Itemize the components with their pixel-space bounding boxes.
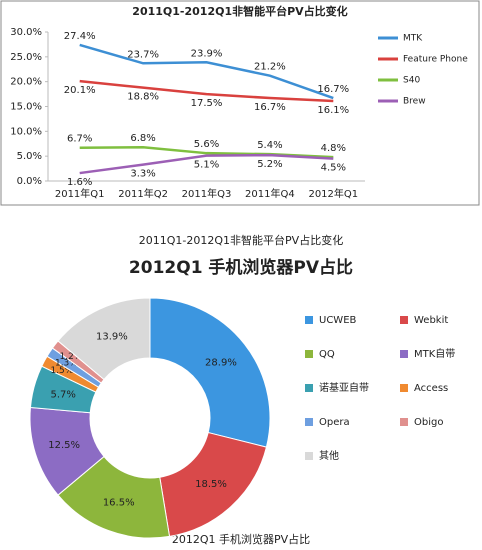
data-label: 3.3% [130, 169, 155, 180]
y-tick-label: 30.0% [10, 27, 42, 38]
legend-label: Opera [319, 417, 350, 428]
slice-label: 1.5% [50, 366, 73, 376]
legend-label: QQ [319, 349, 335, 360]
data-label: 4.5% [321, 163, 346, 174]
legend-swatch [400, 350, 408, 358]
slice-label: 12.5% [48, 440, 80, 451]
slice-label: 16.5% [103, 497, 135, 508]
data-label: 5.4% [257, 140, 282, 151]
x-tick-label: 2011年Q2 [118, 187, 168, 200]
data-label: 23.9% [191, 48, 223, 59]
legend-label: S40 [403, 76, 420, 86]
legend-label: Webkit [414, 315, 448, 326]
data-label: 4.8% [321, 143, 346, 154]
data-label: 6.7% [67, 134, 92, 145]
slice-label: 13.9% [96, 331, 128, 342]
series-line [79, 153, 334, 175]
legend-swatch [400, 418, 408, 426]
legend-swatch [305, 384, 313, 392]
slice-label: 28.9% [205, 358, 237, 369]
data-label: 5.2% [257, 159, 282, 170]
data-label: 1.6% [67, 177, 92, 188]
pie-title: 2012Q1 手机浏览器PV占比 [129, 257, 353, 278]
legend-label: UCWEB [319, 315, 357, 326]
slice-label: 1.2% [60, 352, 83, 362]
slice-label: 5.7% [50, 389, 75, 400]
y-tick-label: 15.0% [10, 102, 42, 113]
pie-slice [159, 431, 268, 537]
x-tick-label: 2011年Q1 [55, 187, 105, 200]
data-label: 17.5% [191, 98, 223, 109]
legend-swatch [305, 418, 313, 426]
legend-label: Brew [403, 97, 426, 107]
data-label: 16.7% [317, 84, 349, 95]
legend-swatch [305, 452, 313, 460]
legend-swatch [400, 316, 408, 324]
legend-swatch [400, 384, 408, 392]
data-label: 18.8% [127, 92, 159, 103]
pie-slice [57, 297, 151, 381]
y-tick-label: 5.0% [17, 151, 42, 162]
y-tick-label: 10.0% [10, 126, 42, 137]
data-label: 23.7% [127, 49, 159, 60]
y-tick-label: 0.0% [17, 176, 42, 187]
legend-label: Obigo [414, 417, 443, 428]
series-line [79, 79, 334, 103]
line-chart-title: 2011Q1-2012Q1非智能平台PV占比变化 [132, 4, 347, 18]
y-tick-label: 20.0% [10, 77, 42, 88]
legend-swatch [305, 350, 313, 358]
legend-label: MTK自带 [414, 347, 455, 360]
legend-label: MTK [403, 34, 423, 44]
data-label: 5.6% [194, 139, 219, 150]
legend-label: Access [414, 383, 448, 394]
data-label: 5.1% [194, 160, 219, 171]
pie-header: 2011Q1-2012Q1非智能平台PV占比变化 [139, 233, 343, 247]
data-label: 27.4% [64, 31, 96, 42]
slice-label: 1.3% [55, 359, 78, 369]
data-label: 16.7% [254, 102, 286, 113]
data-label: 21.2% [254, 62, 286, 73]
line-chart-frame [0, 0, 480, 206]
legend-label: Feature Phone [403, 55, 468, 65]
pie-caption: 2012Q1 手机浏览器PV占比 [172, 532, 310, 546]
data-label: 20.1% [64, 85, 96, 96]
series-line [79, 43, 334, 100]
x-tick-label: 2011年Q3 [182, 187, 232, 200]
x-tick-label: 2011年Q4 [245, 187, 295, 200]
legend-label: 其他 [319, 449, 339, 462]
legend-label: 诺基亚自带 [319, 381, 369, 394]
slice-label: 18.5% [195, 479, 227, 490]
y-tick-label: 25.0% [10, 52, 42, 63]
legend-swatch [305, 316, 313, 324]
data-label: 16.1% [317, 105, 349, 116]
data-label: 6.8% [130, 133, 155, 144]
pie-slice [149, 297, 271, 448]
x-tick-label: 2012年Q1 [308, 187, 358, 200]
